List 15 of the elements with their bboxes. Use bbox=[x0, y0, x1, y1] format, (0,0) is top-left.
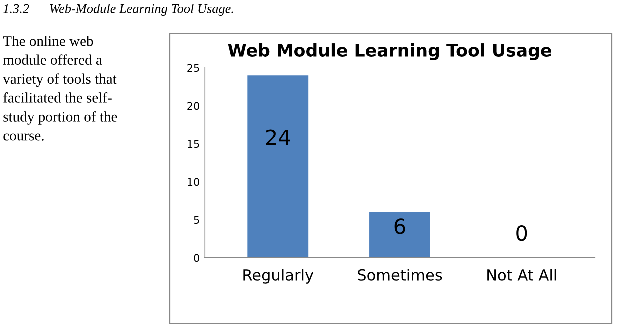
text: The online web module offered a variety of tools that facilitated the self- study portion of the course. bbox=[3, 36, 118, 141]
data-label: 6 bbox=[394, 218, 406, 234]
y-tick-label: 5 bbox=[194, 216, 200, 224]
x-tick-label: Not At All bbox=[488, 269, 556, 281]
y-tick-label: 25 bbox=[188, 64, 200, 72]
data-label: 24 bbox=[266, 130, 290, 146]
x-tick-label: Regularly bbox=[244, 269, 314, 284]
text: 1.3.2 Web-Module Learning Tool Usage. bbox=[4, 4, 234, 16]
y-tick-label: 10 bbox=[188, 178, 200, 186]
y-tick-label: 15 bbox=[188, 140, 200, 148]
y-tick-label: 0 bbox=[194, 254, 200, 262]
y-tick-label: 20 bbox=[188, 102, 200, 110]
data-label: 0 bbox=[516, 225, 528, 242]
x-tick-label: Sometimes bbox=[358, 269, 442, 281]
chart-title: Web Module Learning Tool Usage bbox=[228, 44, 552, 60]
